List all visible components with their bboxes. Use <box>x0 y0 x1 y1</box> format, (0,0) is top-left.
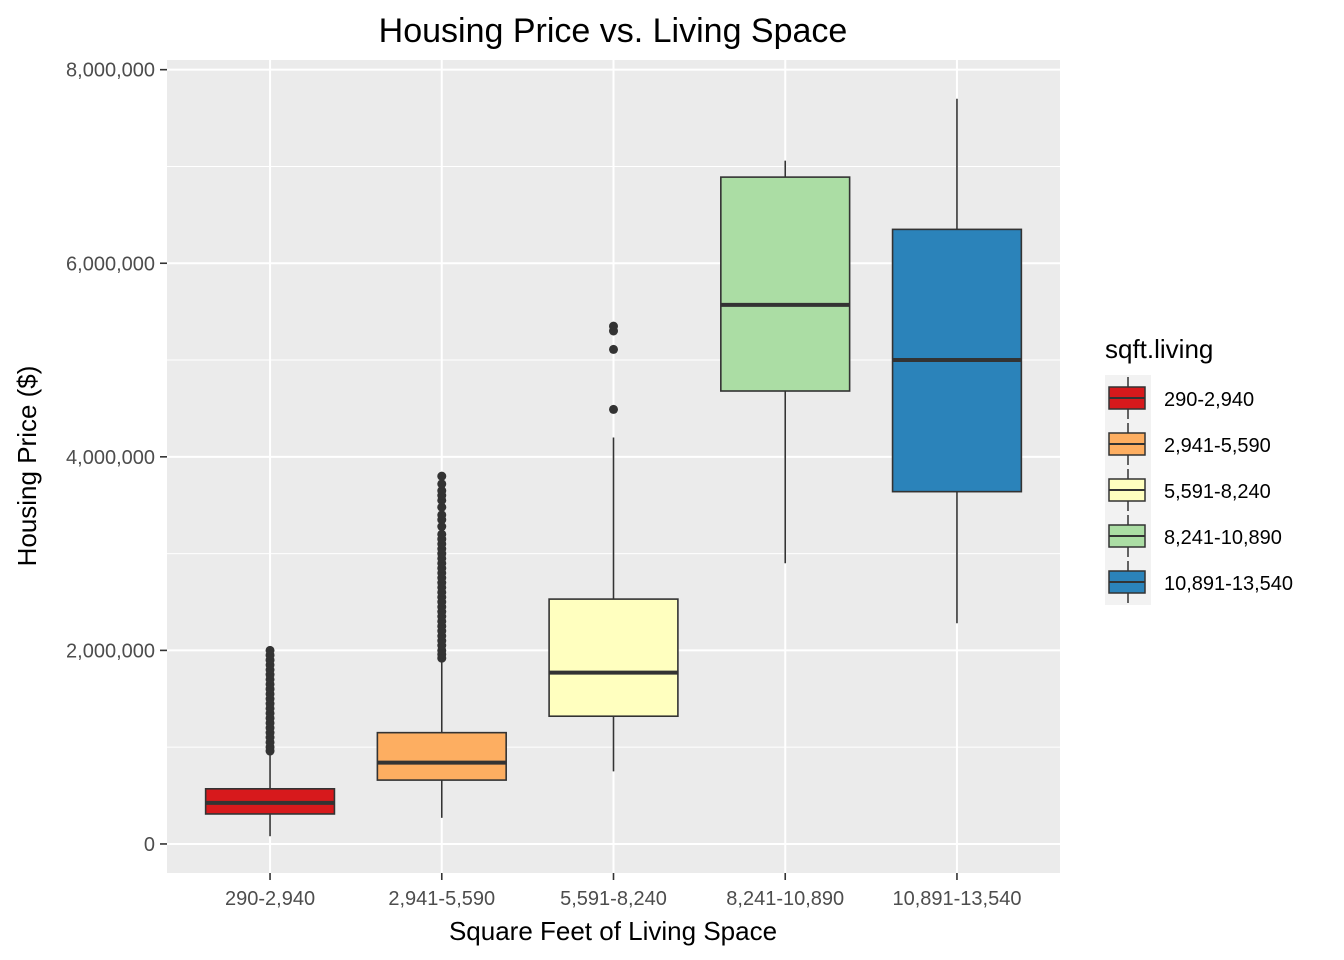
box-group <box>376 471 507 818</box>
legend-item: 8,241-10,890 <box>1105 513 1282 559</box>
y-tick-label: 6,000,000 <box>66 253 155 275</box>
legend-item: 2,941-5,590 <box>1105 421 1271 467</box>
outlier-point <box>437 479 447 489</box>
legend-item: 5,591-8,240 <box>1105 467 1271 513</box>
outlier-point <box>437 529 447 539</box>
x-tick-label: 10,891-13,540 <box>892 888 1021 910</box>
x-tick-label: 290-2,940 <box>225 888 315 910</box>
box-group <box>204 645 336 837</box>
y-tick-label: 0 <box>144 834 155 856</box>
boxes <box>204 98 1023 837</box>
y-axis-title: Housing Price ($) <box>12 366 42 567</box>
legend-label: 5,591-8,240 <box>1164 481 1271 503</box>
legend-label: 8,241-10,890 <box>1164 527 1282 549</box>
outlier-point <box>437 522 447 532</box>
outlier-point <box>437 471 447 481</box>
outlier-point <box>437 510 447 520</box>
legend-label: 2,941-5,590 <box>1164 435 1271 457</box>
outlier-point <box>437 502 447 512</box>
chart-title: Housing Price vs. Living Space <box>379 12 848 50</box>
legend-label: 10,891-13,540 <box>1164 573 1293 595</box>
x-axis-title: Square Feet of Living Space <box>449 916 777 946</box>
legend-item: 10,891-13,540 <box>1105 559 1293 605</box>
legend-item: 290-2,940 <box>1105 375 1254 421</box>
outlier-point <box>609 344 618 354</box>
box-iqr <box>376 731 507 781</box>
outlier-point <box>437 486 447 496</box>
y-tick-label: 2,000,000 <box>66 640 155 662</box>
outlier-point <box>265 645 275 655</box>
legend-title: sqft.living <box>1105 334 1213 364</box>
legend-label: 290-2,940 <box>1164 389 1254 411</box>
outlier-point <box>609 321 618 331</box>
y-tick-label: 8,000,000 <box>66 60 155 82</box>
y-tick-label: 4,000,000 <box>66 447 155 469</box>
legend: sqft.living 290-2,940 2,941-5,590 5,591-8,… <box>1105 334 1293 605</box>
outlier-point <box>609 404 618 414</box>
x-tick-label: 2,941-5,590 <box>388 888 495 910</box>
x-tick-label: 5,591-8,240 <box>560 888 667 910</box>
box-group <box>720 160 851 564</box>
box-iqr <box>720 176 851 392</box>
box-group <box>548 321 679 772</box>
y-axis: 0 2,000,000 4,000,000 6,000,000 8,000,000 <box>66 60 167 856</box>
box-iqr <box>548 598 679 718</box>
x-tick-label: 8,241-10,890 <box>726 888 844 910</box>
box-group <box>891 98 1023 624</box>
x-axis: 290-2,940 2,941-5,590 5,591-8,240 8,241-10,… <box>225 873 1021 910</box>
